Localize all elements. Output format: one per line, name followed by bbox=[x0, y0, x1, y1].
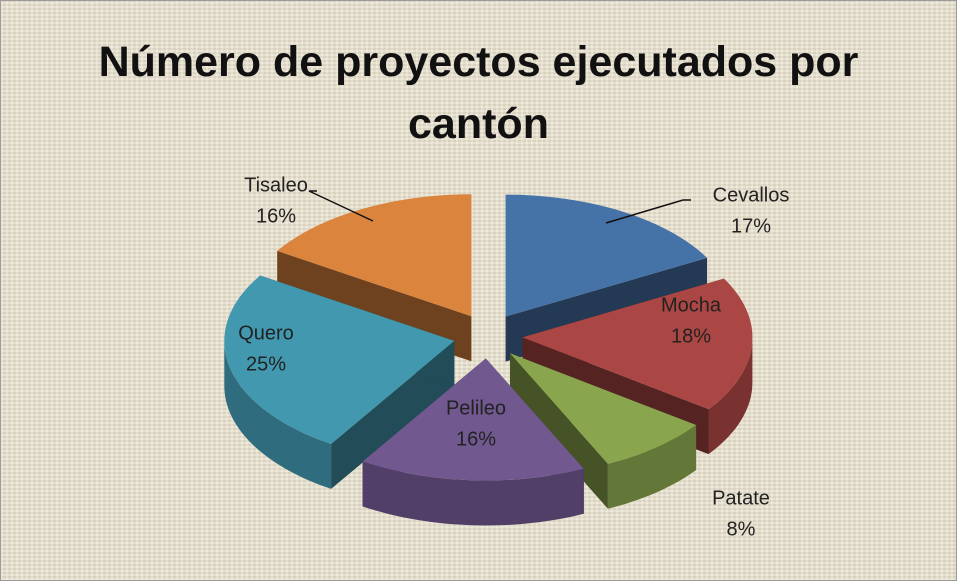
slice-label: Quero bbox=[238, 322, 294, 344]
chart-title: Número de proyectos ejecutados por cantó… bbox=[98, 38, 859, 148]
slice-label: Pelileo bbox=[446, 397, 506, 419]
slice-wall bbox=[607, 425, 697, 509]
slice-wall bbox=[708, 337, 753, 455]
slice-top bbox=[362, 358, 584, 481]
slice-top bbox=[277, 194, 472, 317]
slice-top bbox=[505, 194, 708, 317]
slice-top bbox=[510, 353, 697, 464]
slice-value-label: 17% bbox=[731, 215, 771, 237]
slice-value-label: 18% bbox=[671, 325, 711, 347]
slice-value-label: 16% bbox=[256, 205, 296, 227]
slice-value-label: 25% bbox=[246, 353, 286, 375]
slice-top bbox=[224, 275, 455, 444]
slice-side bbox=[331, 340, 455, 489]
slice-label: Tisaleo bbox=[244, 174, 308, 196]
slice-wall bbox=[362, 461, 584, 526]
pie-slice bbox=[362, 358, 584, 526]
slice-value-label: 16% bbox=[456, 428, 496, 450]
slice-wall bbox=[224, 340, 332, 489]
slice-value-label: 8% bbox=[727, 518, 756, 540]
slice-top bbox=[522, 278, 753, 410]
slice-label: Mocha bbox=[661, 294, 722, 316]
leader-line bbox=[605, 199, 691, 224]
slice-label: Cevallos bbox=[713, 184, 790, 206]
leader-line bbox=[308, 190, 374, 222]
pie-slice bbox=[224, 275, 455, 489]
slice-label: Patate bbox=[712, 487, 770, 509]
